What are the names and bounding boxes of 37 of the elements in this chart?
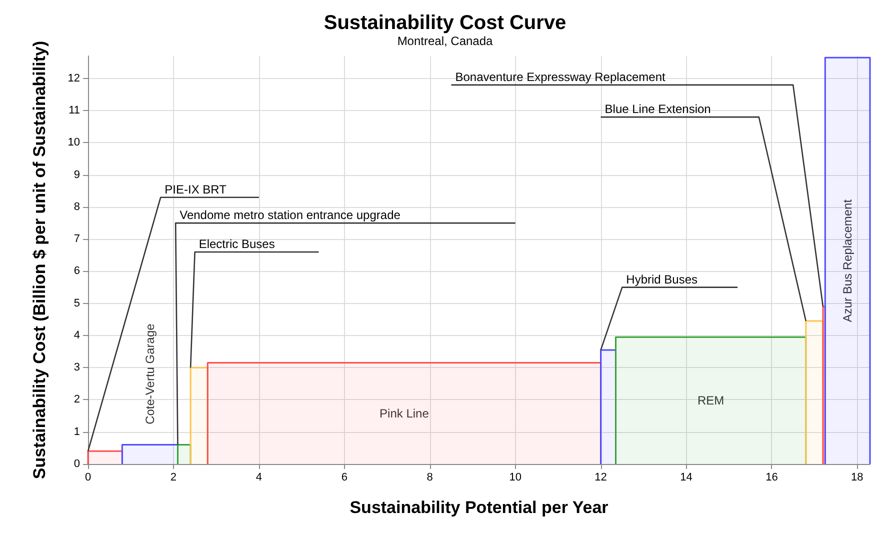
x-tick-label: 0 (84, 472, 92, 484)
series-label: Azur Bus Replacement (840, 198, 855, 322)
chart-title: Sustainability Cost Curve (324, 12, 566, 34)
x-tick-label: 12 (594, 472, 607, 484)
y-tick-label: 5 (74, 297, 80, 310)
y-tick-label: 9 (74, 168, 80, 181)
y-axis-title: Sustainability Cost (Billion $ per unit of Sustainability) (30, 40, 49, 480)
y-tick-label: 2 (74, 394, 80, 406)
text: Electric Buses (198, 236, 275, 251)
text: PIE-IX BRT (164, 182, 228, 196)
x-tick-label: 14 (680, 472, 692, 484)
x-tick-label: 18 (851, 472, 864, 484)
x-tick-label: 10 (509, 472, 522, 484)
series-label: REM (697, 394, 724, 408)
y-tick-label: 0 (74, 458, 80, 470)
x-tick-label: 4 (256, 472, 262, 484)
x-tick-label: 8 (426, 472, 433, 484)
y-tick-label: 8 (74, 200, 80, 213)
y-tick-label: 11 (68, 104, 80, 117)
x-tick-label: 2 (170, 472, 177, 484)
x-axis-title: Sustainability Potential per Year (350, 498, 609, 517)
text: Blue Line Extension (604, 102, 711, 116)
y-tick-label: 10 (68, 136, 80, 149)
y-tick-label: 4 (74, 329, 80, 342)
x-tick-label: 6 (341, 472, 348, 484)
y-tick-label: 3 (74, 362, 80, 374)
x-tick-label: 16 (766, 472, 778, 484)
series-label: Pink Line (380, 406, 430, 420)
text: Bonaventure Expressway Replacement (455, 70, 666, 84)
y-tick-label: 12 (68, 72, 80, 84)
y-tick-label: 7 (74, 233, 80, 246)
text: Hybrid Buses (626, 272, 698, 286)
chart-subtitle: Montreal, Canada (397, 34, 494, 48)
text: Cote-Vertu Garage (142, 323, 157, 424)
y-tick-label: 6 (74, 265, 80, 278)
text: Vendome metro station entrance upgrade (180, 208, 401, 222)
y-tick-label: 1 (74, 426, 80, 438)
